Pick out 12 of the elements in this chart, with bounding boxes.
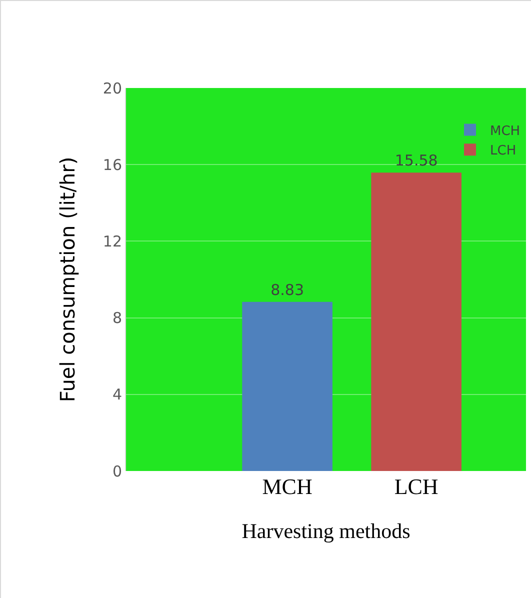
legend-label: LCH bbox=[490, 144, 516, 159]
y-tick-label: 12 bbox=[102, 232, 122, 250]
data-label: 15.58 bbox=[394, 152, 438, 170]
y-tick-label: 16 bbox=[102, 156, 122, 174]
data-label: 8.83 bbox=[270, 280, 304, 299]
y-tick-label: 0 bbox=[112, 462, 122, 480]
x-axis-title: Harvesting methods bbox=[242, 519, 410, 544]
y-axis-title: Fuel consumption (lit/hr) bbox=[55, 156, 80, 402]
legend-label: MCH bbox=[490, 124, 520, 139]
y-tick-label: 8 bbox=[112, 309, 122, 328]
y-tick-label: 20 bbox=[102, 79, 122, 98]
y-tick-label: 4 bbox=[112, 386, 122, 404]
